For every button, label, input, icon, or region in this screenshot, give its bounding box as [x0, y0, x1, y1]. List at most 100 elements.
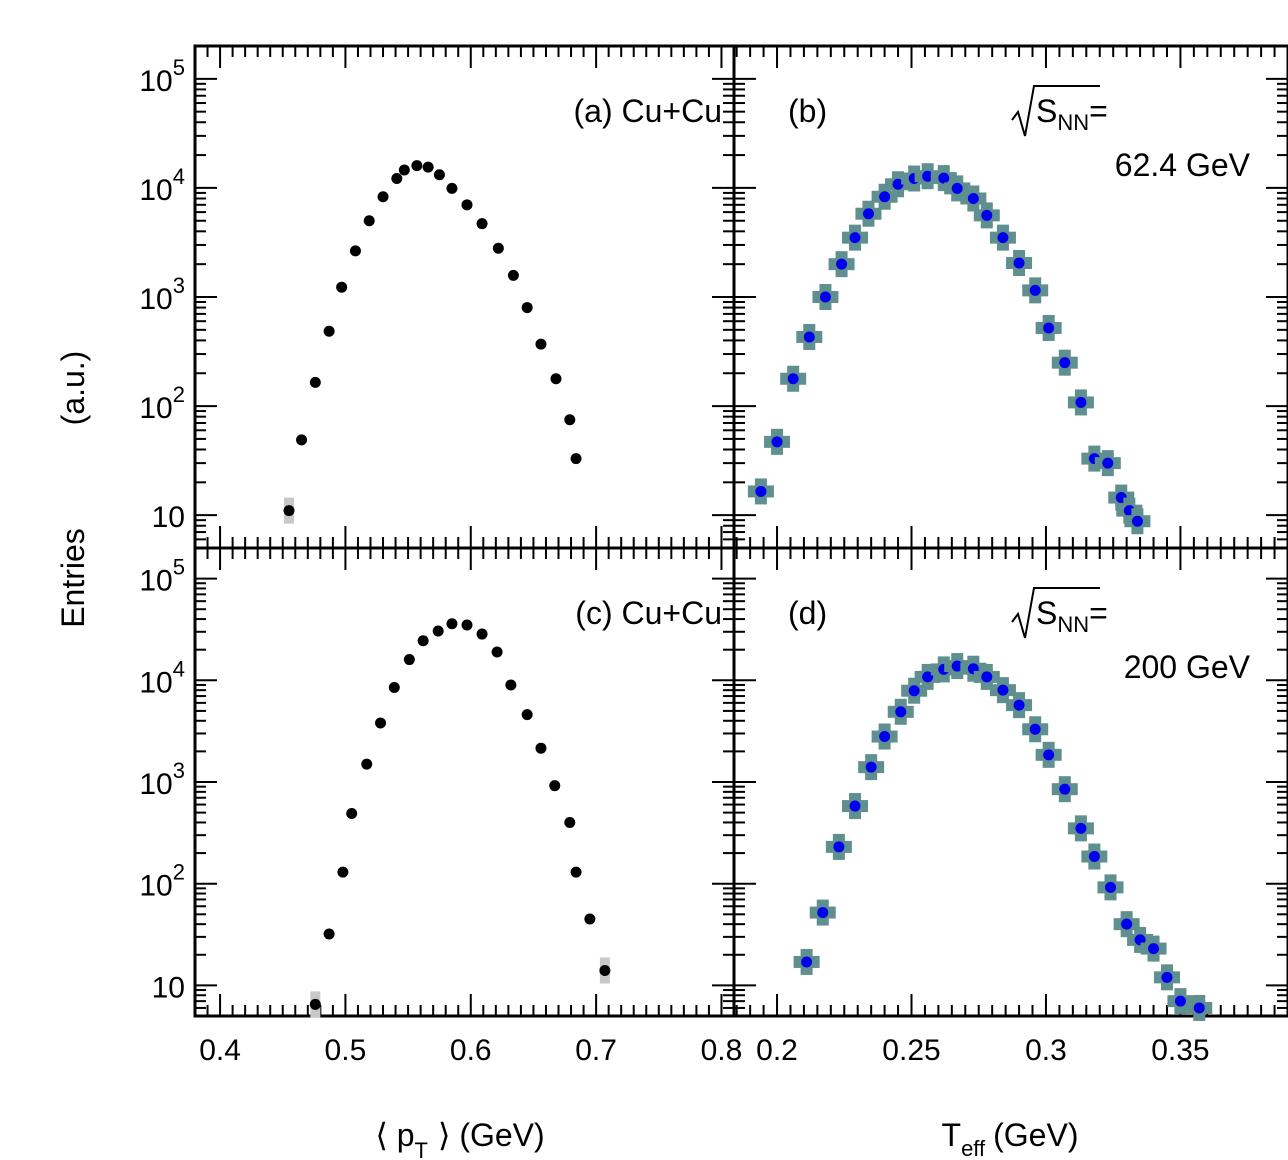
y-tick-label: 10 [152, 971, 185, 1004]
x-ticks-d [735, 548, 1288, 1016]
x-axis-label-teff: Teff (GeV) [942, 1117, 1079, 1160]
x-tick-label: 0.25 [882, 1034, 940, 1067]
y-tick-label: 102 [139, 860, 185, 903]
data-point [833, 841, 845, 853]
data-point [549, 780, 561, 792]
data-point [879, 191, 891, 203]
x-ticks-a [194, 46, 735, 548]
data-point [801, 956, 813, 968]
data-point [361, 758, 373, 770]
data-point [375, 717, 387, 729]
data-point [476, 218, 488, 230]
data-point [1043, 749, 1055, 761]
x-tick-label: 0.35 [1151, 1034, 1209, 1067]
data-point [1131, 515, 1143, 527]
data-point [1059, 357, 1071, 369]
data-point [323, 928, 335, 940]
energy-label-b: 62.4 GeV [1115, 147, 1251, 183]
x-axis-label-mean-pt-post: ⟩ (GeV) [438, 1117, 545, 1153]
x-axis-label-mean-pt-sub: T [415, 1138, 428, 1160]
data-point [1029, 284, 1041, 296]
x-tick-label: 0.5 [325, 1034, 367, 1067]
data-point [879, 731, 891, 743]
x-axis-label-mean-pt: ⟨ pT ⟩ (GeV) [375, 1117, 544, 1160]
data-point [446, 182, 458, 194]
panel-c: 105 104 103 102 10 0.4 0.5 0.6 0.7 0.8 (c) Cu+Cu [139, 546, 742, 1067]
panel-annotation-a: (a) Cu+Cu [574, 93, 723, 129]
data-point [432, 625, 444, 637]
data-point [296, 434, 308, 446]
y-tick-label: 10 [152, 501, 185, 534]
data-point [564, 816, 576, 828]
data-point [1043, 322, 1055, 334]
data-point [1075, 396, 1087, 408]
data-point [309, 376, 321, 388]
x-axis-label-teff-sub: eff [961, 1136, 986, 1160]
data-point [535, 742, 547, 754]
data-point [865, 761, 877, 773]
data-point [771, 436, 783, 448]
y-axis-label-au: (a.u.) [55, 351, 91, 426]
sqrt-s-label-d: SNN= [1036, 595, 1108, 637]
data-point [391, 172, 403, 184]
data-point [787, 373, 799, 385]
data-point [535, 338, 547, 350]
x-tick-label: 0.4 [199, 1034, 241, 1067]
data-point [336, 281, 348, 293]
data-point [337, 866, 349, 878]
data-point [422, 161, 434, 173]
data-point [491, 646, 503, 658]
data-point [521, 709, 533, 721]
data-point [505, 679, 517, 691]
x-ticks-b [735, 46, 1288, 548]
sqrt-icon [1011, 85, 1100, 137]
data-point [951, 182, 963, 194]
data-point [1161, 971, 1173, 983]
data-point [346, 808, 358, 820]
y-tick-label: 105 [139, 55, 185, 98]
data-point [1105, 881, 1117, 893]
y-tick-label: 103 [139, 273, 185, 316]
data-point [461, 199, 473, 211]
data-point [461, 619, 473, 631]
data-point [1193, 1002, 1205, 1014]
data-point [862, 208, 874, 220]
points-a [283, 160, 582, 524]
data-point [377, 191, 389, 203]
data-point [967, 192, 979, 204]
x-ticks-c [194, 548, 735, 1016]
data-point [1102, 457, 1114, 469]
data-point [997, 684, 1009, 696]
data-point [981, 671, 993, 683]
sqrt-s-label-b: SNN= [1036, 93, 1108, 135]
panel-annotation-d: (d) [788, 595, 827, 631]
data-point [817, 907, 829, 919]
y-tick-label: 103 [139, 758, 185, 801]
data-point [570, 866, 582, 878]
data-point [349, 245, 361, 257]
y-ticks-c [195, 547, 734, 1017]
data-point [951, 660, 963, 672]
points-d [793, 653, 1213, 1021]
panel-b: (b) SNN=62.4 GeV [732, 44, 1288, 550]
y-ticks-d [734, 547, 1288, 1017]
data-point [819, 291, 831, 303]
panel-annotation-c: (c) Cu+Cu [575, 595, 722, 631]
y-tick-label: 104 [139, 164, 185, 207]
data-point [492, 242, 504, 254]
data-point [323, 325, 335, 337]
y-tick-label: 105 [139, 555, 185, 598]
data-point [981, 209, 993, 221]
data-point [283, 505, 295, 517]
data-point [1013, 257, 1025, 269]
y-tick-label: 102 [139, 382, 185, 425]
data-point [755, 485, 767, 497]
panels: 105 104 103 102 10 (a) Cu+Cu (b) SNN=62.4 GeV 10… [139, 44, 1288, 1067]
data-point [309, 998, 321, 1010]
data-point [550, 373, 562, 385]
data-point [1121, 918, 1133, 930]
x-axis-label-teff-main: T [942, 1117, 962, 1153]
data-point [599, 965, 611, 977]
x-tick-label: 0.7 [575, 1034, 617, 1067]
